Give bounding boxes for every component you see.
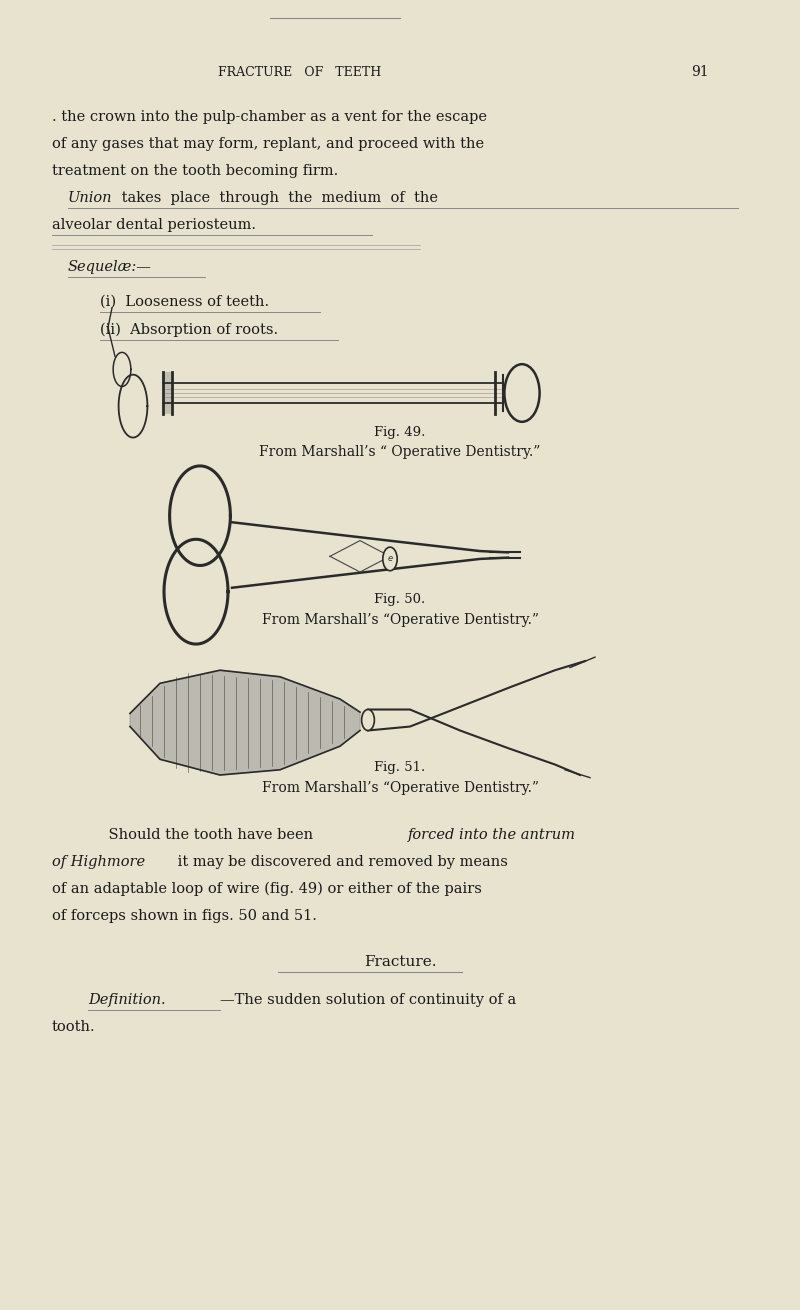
Circle shape — [362, 710, 374, 731]
Text: treatment on the tooth becoming firm.: treatment on the tooth becoming firm. — [52, 164, 338, 178]
Text: Fig. 51.: Fig. 51. — [374, 761, 426, 774]
Text: Definition.: Definition. — [88, 993, 166, 1007]
Text: Fracture.: Fracture. — [364, 955, 436, 969]
Text: Should the tooth have been: Should the tooth have been — [90, 828, 318, 842]
Text: . the crown into the pulp-chamber as a vent for the escape: . the crown into the pulp-chamber as a v… — [52, 110, 487, 124]
Text: From Marshall’s “ Operative Dentistry.”: From Marshall’s “ Operative Dentistry.” — [259, 445, 541, 458]
Text: Fig. 49.: Fig. 49. — [374, 426, 426, 439]
Text: —The sudden solution of continuity of a: —The sudden solution of continuity of a — [220, 993, 516, 1007]
Text: takes  place  through  the  medium  of  the: takes place through the medium of the — [117, 191, 438, 204]
Text: From Marshall’s “Operative Dentistry.”: From Marshall’s “Operative Dentistry.” — [262, 613, 538, 627]
Circle shape — [504, 364, 539, 422]
Text: of any gases that may form, replant, and proceed with the: of any gases that may form, replant, and… — [52, 138, 484, 151]
Text: of an adaptable loop of wire (fig. 49) or either of the pairs: of an adaptable loop of wire (fig. 49) o… — [52, 882, 482, 896]
Text: forced into the antrum: forced into the antrum — [408, 828, 576, 842]
Polygon shape — [130, 671, 360, 776]
Text: of Highmore: of Highmore — [52, 855, 145, 869]
Text: of forceps shown in figs. 50 and 51.: of forceps shown in figs. 50 and 51. — [52, 909, 317, 924]
Text: 91: 91 — [691, 66, 709, 79]
Text: e: e — [387, 554, 393, 563]
Text: Fig. 50.: Fig. 50. — [374, 593, 426, 607]
Text: Sequelæ:—: Sequelæ:— — [68, 259, 152, 274]
Text: tooth.: tooth. — [52, 1020, 96, 1034]
FancyBboxPatch shape — [163, 372, 172, 414]
Text: FRACTURE   OF   TEETH: FRACTURE OF TEETH — [218, 66, 382, 79]
Text: (i)  Looseness of teeth.: (i) Looseness of teeth. — [100, 295, 269, 309]
Text: alveolar dental periosteum.: alveolar dental periosteum. — [52, 217, 256, 232]
Circle shape — [383, 548, 398, 571]
Text: From Marshall’s “Operative Dentistry.”: From Marshall’s “Operative Dentistry.” — [262, 781, 538, 795]
Text: (ii)  Absorption of roots.: (ii) Absorption of roots. — [100, 322, 278, 337]
Text: Union: Union — [68, 191, 113, 204]
Text: it may be discovered and removed by means: it may be discovered and removed by mean… — [173, 855, 508, 869]
